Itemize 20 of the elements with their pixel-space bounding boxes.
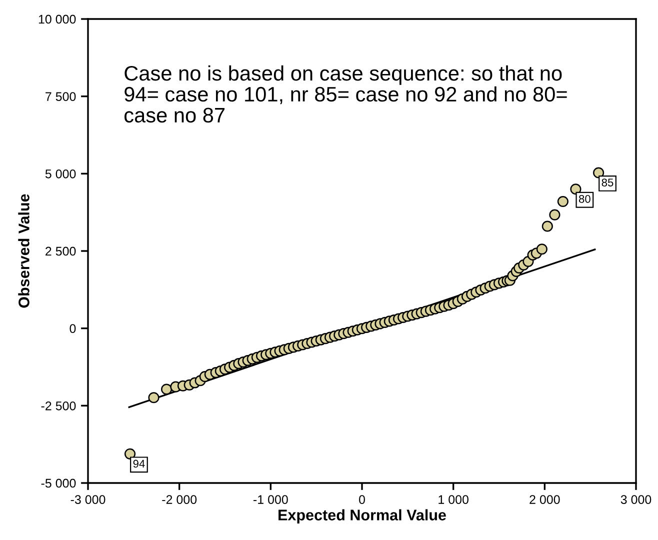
x-axis-title: Expected Normal Value bbox=[278, 509, 446, 524]
y-tick-label: -5 000 bbox=[41, 478, 76, 488]
annotation: 94 bbox=[133, 460, 145, 468]
x-tick-label: 2 000 bbox=[530, 495, 560, 504]
annotation: Case no is based on case sequence: so that no 94= case no 101, nr 85= case no 92 and no 80= case no 87 bbox=[124, 65, 567, 123]
y-tick-label: 2 500 bbox=[46, 246, 76, 256]
y-tick-label: 5 000 bbox=[45, 169, 76, 178]
annotation: 80 bbox=[578, 194, 590, 203]
x-tick-label: -3 000 bbox=[70, 495, 106, 504]
annotation: 85 bbox=[602, 178, 614, 186]
y-tick-label: 10 000 bbox=[38, 14, 76, 24]
y-tick-label: -2 500 bbox=[41, 401, 76, 410]
y-axis-title: Observed Value bbox=[18, 194, 30, 308]
x-tick-label: 3 000 bbox=[620, 495, 652, 504]
x-tick-label: 1 000 bbox=[438, 495, 468, 504]
y-tick-label: 7 500 bbox=[46, 92, 76, 101]
x-tick-label: -1 000 bbox=[254, 495, 288, 504]
y-tick-label: 0 bbox=[70, 324, 76, 333]
x-tick-label: -2 000 bbox=[162, 495, 197, 504]
x-tick-label: 0 bbox=[359, 495, 365, 504]
